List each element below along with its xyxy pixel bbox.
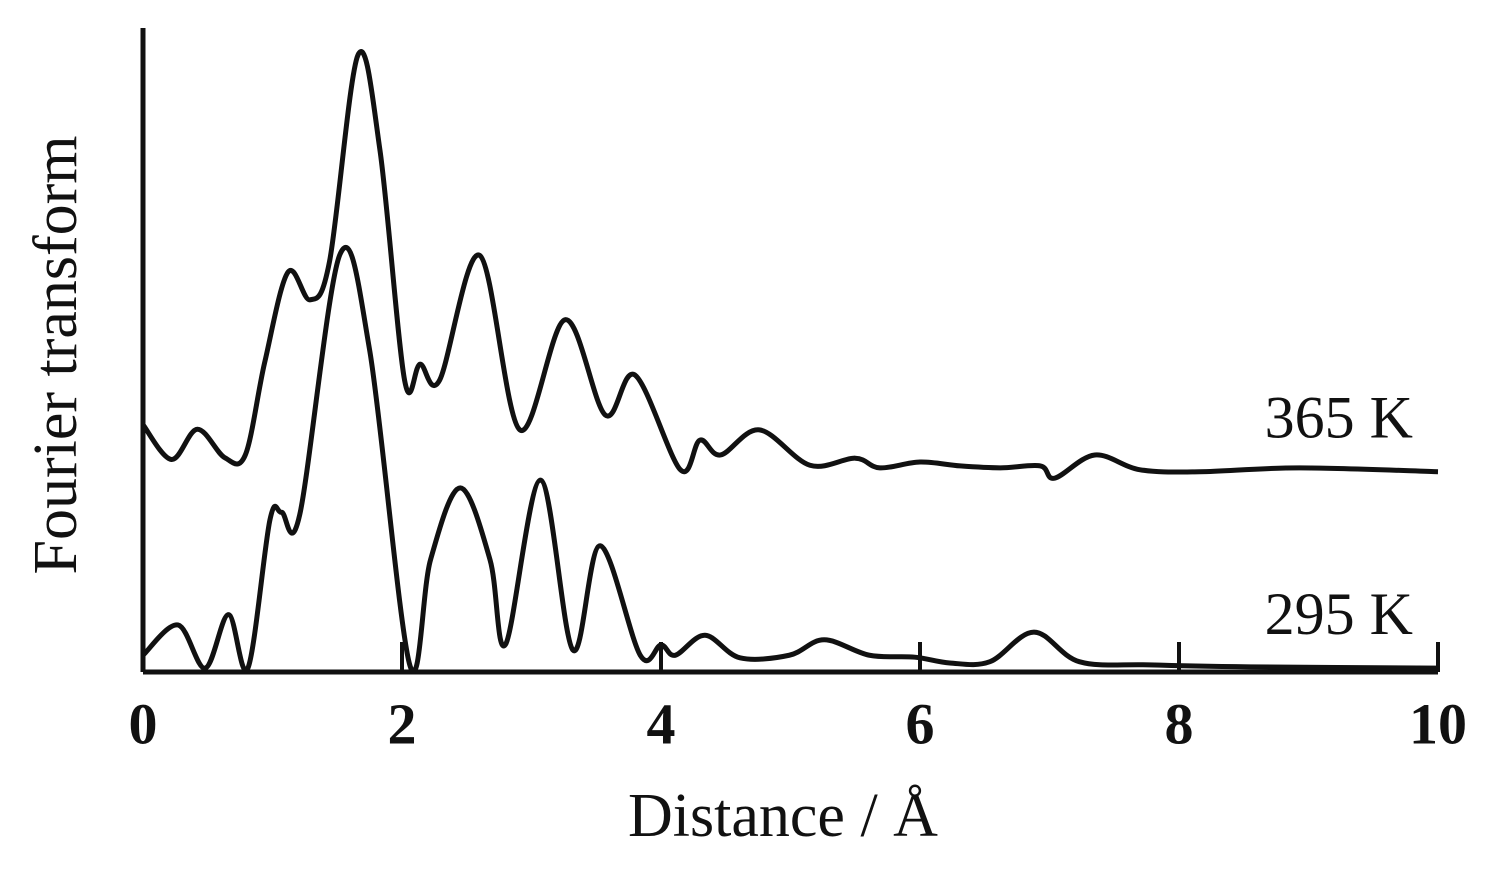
x-tick-label: 2 <box>388 691 417 756</box>
x-tick-label: 10 <box>1409 691 1467 756</box>
x-tick-label: 4 <box>647 691 676 756</box>
x-tick-label: 6 <box>906 691 935 756</box>
line <box>141 245 1439 675</box>
x-axis-label: Distance / Å <box>628 782 938 850</box>
series-label: 295 K <box>1265 581 1413 647</box>
x-tick-label: 0 <box>129 691 158 756</box>
x-tick-label: 8 <box>1165 691 1194 756</box>
y-axis-label: Fourier transform <box>22 135 90 574</box>
series-label: 365 K <box>1265 384 1413 450</box>
line <box>140 49 1439 481</box>
